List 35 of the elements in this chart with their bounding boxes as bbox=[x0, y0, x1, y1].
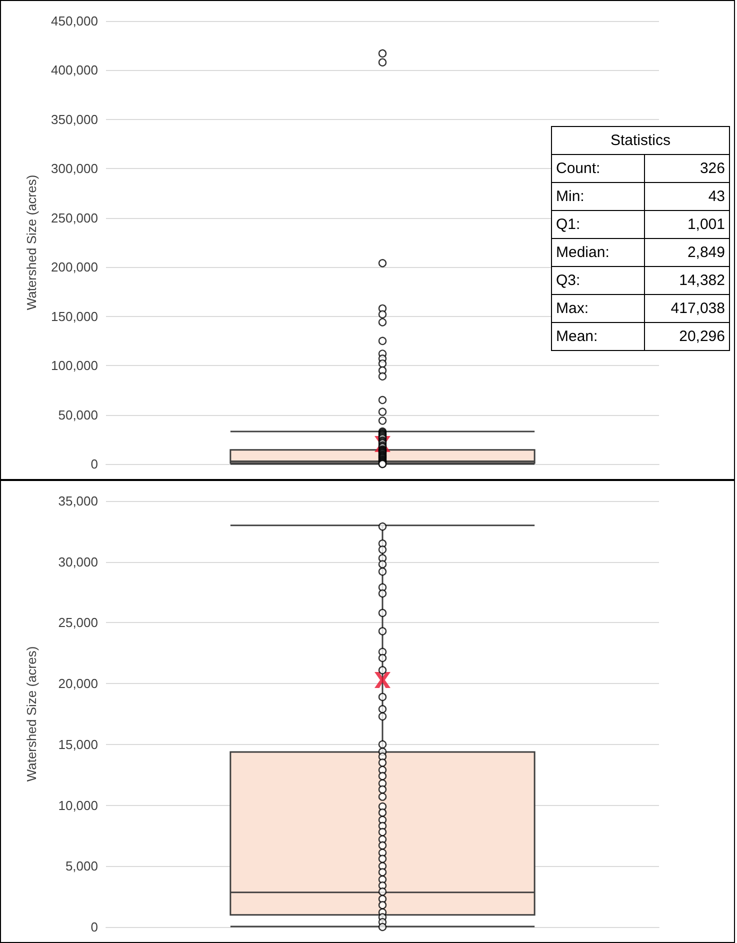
y-tick-label: 0 bbox=[90, 456, 98, 472]
y-tick-label: 300,000 bbox=[51, 161, 98, 176]
y-tick-label: 350,000 bbox=[51, 112, 98, 127]
y-tick-label: 15,000 bbox=[58, 736, 98, 752]
y-tick-label: 5,000 bbox=[65, 858, 98, 874]
y-tick-label: 25,000 bbox=[58, 615, 98, 630]
y-tick-label: 30,000 bbox=[58, 554, 98, 570]
y-tick-label: 150,000 bbox=[51, 308, 98, 324]
y-tick-label: 20,000 bbox=[58, 676, 98, 692]
text: 1,001 bbox=[644, 210, 730, 238]
text: 2,849 bbox=[644, 238, 730, 266]
text: 43 bbox=[644, 182, 730, 210]
y-tick-label: 100,000 bbox=[51, 358, 98, 374]
y-tick-label: 200,000 bbox=[51, 260, 98, 275]
annotation: Min: bbox=[552, 182, 644, 210]
text: 14,382 bbox=[644, 266, 730, 294]
y-tick-label: 35,000 bbox=[58, 494, 98, 508]
text: 20,296 bbox=[644, 322, 730, 350]
y-tick-label: 0 bbox=[90, 920, 98, 934]
annotation: Max: bbox=[552, 294, 644, 322]
y-tick-label: 400,000 bbox=[51, 62, 98, 78]
y-tick-label: 250,000 bbox=[51, 210, 98, 226]
annotation: Mean: bbox=[552, 322, 644, 350]
annotation: Statistics bbox=[552, 126, 730, 154]
annotation: Q3: bbox=[552, 266, 644, 294]
y-axis-title: Watershed Size (acres) bbox=[24, 174, 39, 310]
y-axis-title: Watershed Size (acres) bbox=[24, 646, 39, 782]
text: 417,038 bbox=[644, 294, 730, 322]
annotation: Q1: bbox=[552, 210, 644, 238]
y-tick-label: 10,000 bbox=[58, 798, 98, 813]
annotation: Count: bbox=[552, 154, 644, 182]
y-tick-label: 50,000 bbox=[58, 407, 98, 422]
text: 326 bbox=[644, 154, 730, 182]
y-tick-label: 450,000 bbox=[51, 14, 98, 28]
annotation: Median: bbox=[552, 238, 644, 266]
